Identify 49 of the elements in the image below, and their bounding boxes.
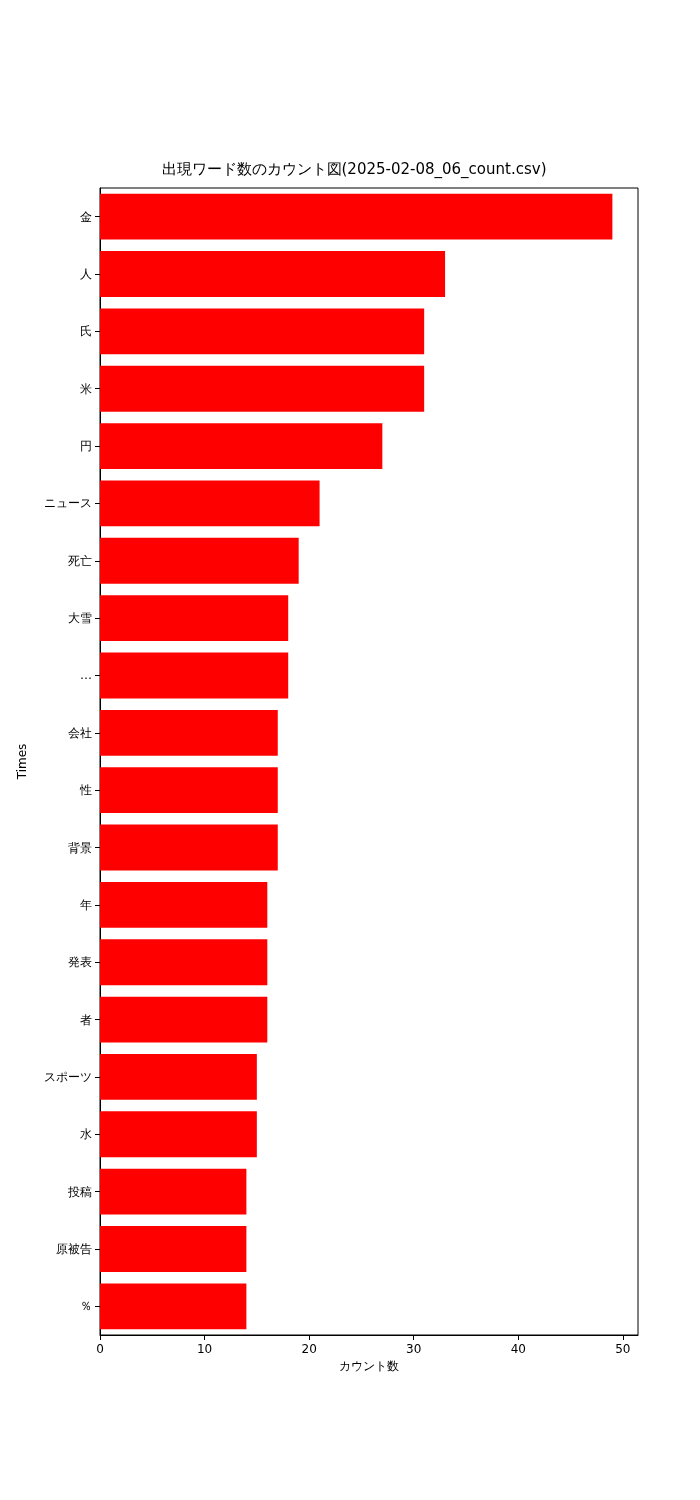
y-tick-label: 金 <box>80 209 92 224</box>
y-tick-label: … <box>80 668 92 683</box>
x-tick-label: 40 <box>510 1342 526 1356</box>
bar <box>100 423 383 470</box>
y-tick-label: 人 <box>80 267 92 282</box>
y-tick-label: ニュース <box>44 496 92 511</box>
y-tick-label: 背景 <box>68 840 92 855</box>
bar <box>100 308 425 355</box>
x-tick-label: 30 <box>406 1342 422 1356</box>
y-tick-label: スポーツ <box>44 1069 92 1084</box>
y-tick-label: 者 <box>80 1012 92 1027</box>
y-tick-label: 性 <box>79 783 92 798</box>
bar <box>100 1226 247 1272</box>
bar <box>100 709 278 756</box>
y-tick-label: 死亡 <box>68 553 92 568</box>
y-tick-label: 氏 <box>80 324 92 339</box>
bar <box>100 1053 257 1100</box>
bar <box>100 939 268 986</box>
bar <box>100 193 613 240</box>
y-tick-label: 会社 <box>68 725 92 740</box>
bar <box>100 996 268 1043</box>
y-tick-label: 発表 <box>68 955 92 970</box>
y-tick-label: 円 <box>80 439 92 454</box>
y-tick-label: 投稿 <box>67 1184 92 1199</box>
bar <box>100 652 289 699</box>
x-tick-label: 0 <box>96 1342 104 1356</box>
y-tick-label: ％ <box>80 1299 92 1314</box>
bar <box>100 1111 257 1158</box>
bar <box>100 480 320 527</box>
x-axis-title: カウント数 <box>339 1358 399 1373</box>
y-tick-label: 米 <box>80 381 92 396</box>
bar <box>100 251 446 297</box>
bar <box>100 365 425 412</box>
x-tick-label: 50 <box>615 1342 631 1356</box>
bar <box>100 1283 247 1330</box>
bar <box>100 537 299 584</box>
x-tick-label: 20 <box>301 1342 317 1356</box>
y-tick-label: 年 <box>80 897 92 912</box>
bar <box>100 595 289 642</box>
bar <box>100 881 268 928</box>
y-tick-label: 水 <box>80 1127 92 1142</box>
bar <box>100 767 278 814</box>
y-tick-label: 原被告 <box>56 1241 92 1256</box>
y-axis-title: Times <box>15 743 29 781</box>
y-tick-label: 大雪 <box>68 611 92 626</box>
bar <box>100 824 278 871</box>
bar <box>100 1168 247 1215</box>
chart-title: 出現ワード数のカウント図(2025-02-08_06_count.csv) <box>161 159 547 179</box>
x-tick-label: 10 <box>196 1342 213 1356</box>
